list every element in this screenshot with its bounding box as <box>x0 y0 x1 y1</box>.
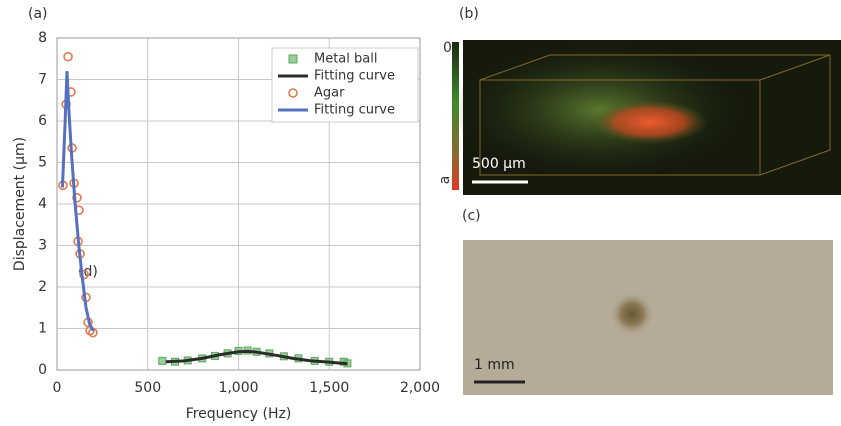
y-tick-label: 5 <box>38 155 47 171</box>
point <box>159 357 166 364</box>
y-tick-label: 7 <box>38 72 47 88</box>
image-spot <box>610 292 654 336</box>
scale-bar-label: 1 mm <box>474 357 515 373</box>
x-tick-label: 1,000 <box>218 380 258 396</box>
y-tick-label: 4 <box>38 196 47 212</box>
legend-label: Metal ball <box>314 52 377 67</box>
figure: (a) (d) (b) (c) 0 a 500 µm 1 mm 05001,00… <box>0 0 841 426</box>
y-tick-label: 8 <box>38 30 47 46</box>
colorbar <box>452 42 459 190</box>
panel-label: (a) <box>28 6 48 22</box>
y-tick-label: 0 <box>38 362 47 378</box>
y-axis-label: Displacement (µm) <box>12 137 28 271</box>
point <box>64 53 72 61</box>
legend-swatch <box>289 55 297 63</box>
x-axis-label: Frequency (Hz) <box>186 406 292 422</box>
legend-label: Fitting curve <box>314 103 395 118</box>
y-tick-label: 1 <box>38 321 47 337</box>
panel-label: (b) <box>459 6 479 22</box>
panel-label: (c) <box>462 208 481 224</box>
scale-bar-label: 500 µm <box>472 156 526 172</box>
colorbar-label: 0 <box>443 40 452 56</box>
x-tick-label: 500 <box>134 380 161 396</box>
x-tick-label: 2,000 <box>400 380 440 396</box>
y-tick-label: 2 <box>38 279 47 295</box>
colorbar-label: a <box>437 176 453 185</box>
fit-line <box>166 351 348 363</box>
legend-label: Agar <box>314 86 345 101</box>
image-blob <box>592 100 708 144</box>
legend-label: Fitting curve <box>314 69 395 84</box>
x-tick-label: 1,500 <box>309 380 349 396</box>
y-tick-label: 3 <box>38 238 47 254</box>
y-tick-label: 6 <box>38 113 47 129</box>
x-tick-label: 0 <box>53 380 62 396</box>
